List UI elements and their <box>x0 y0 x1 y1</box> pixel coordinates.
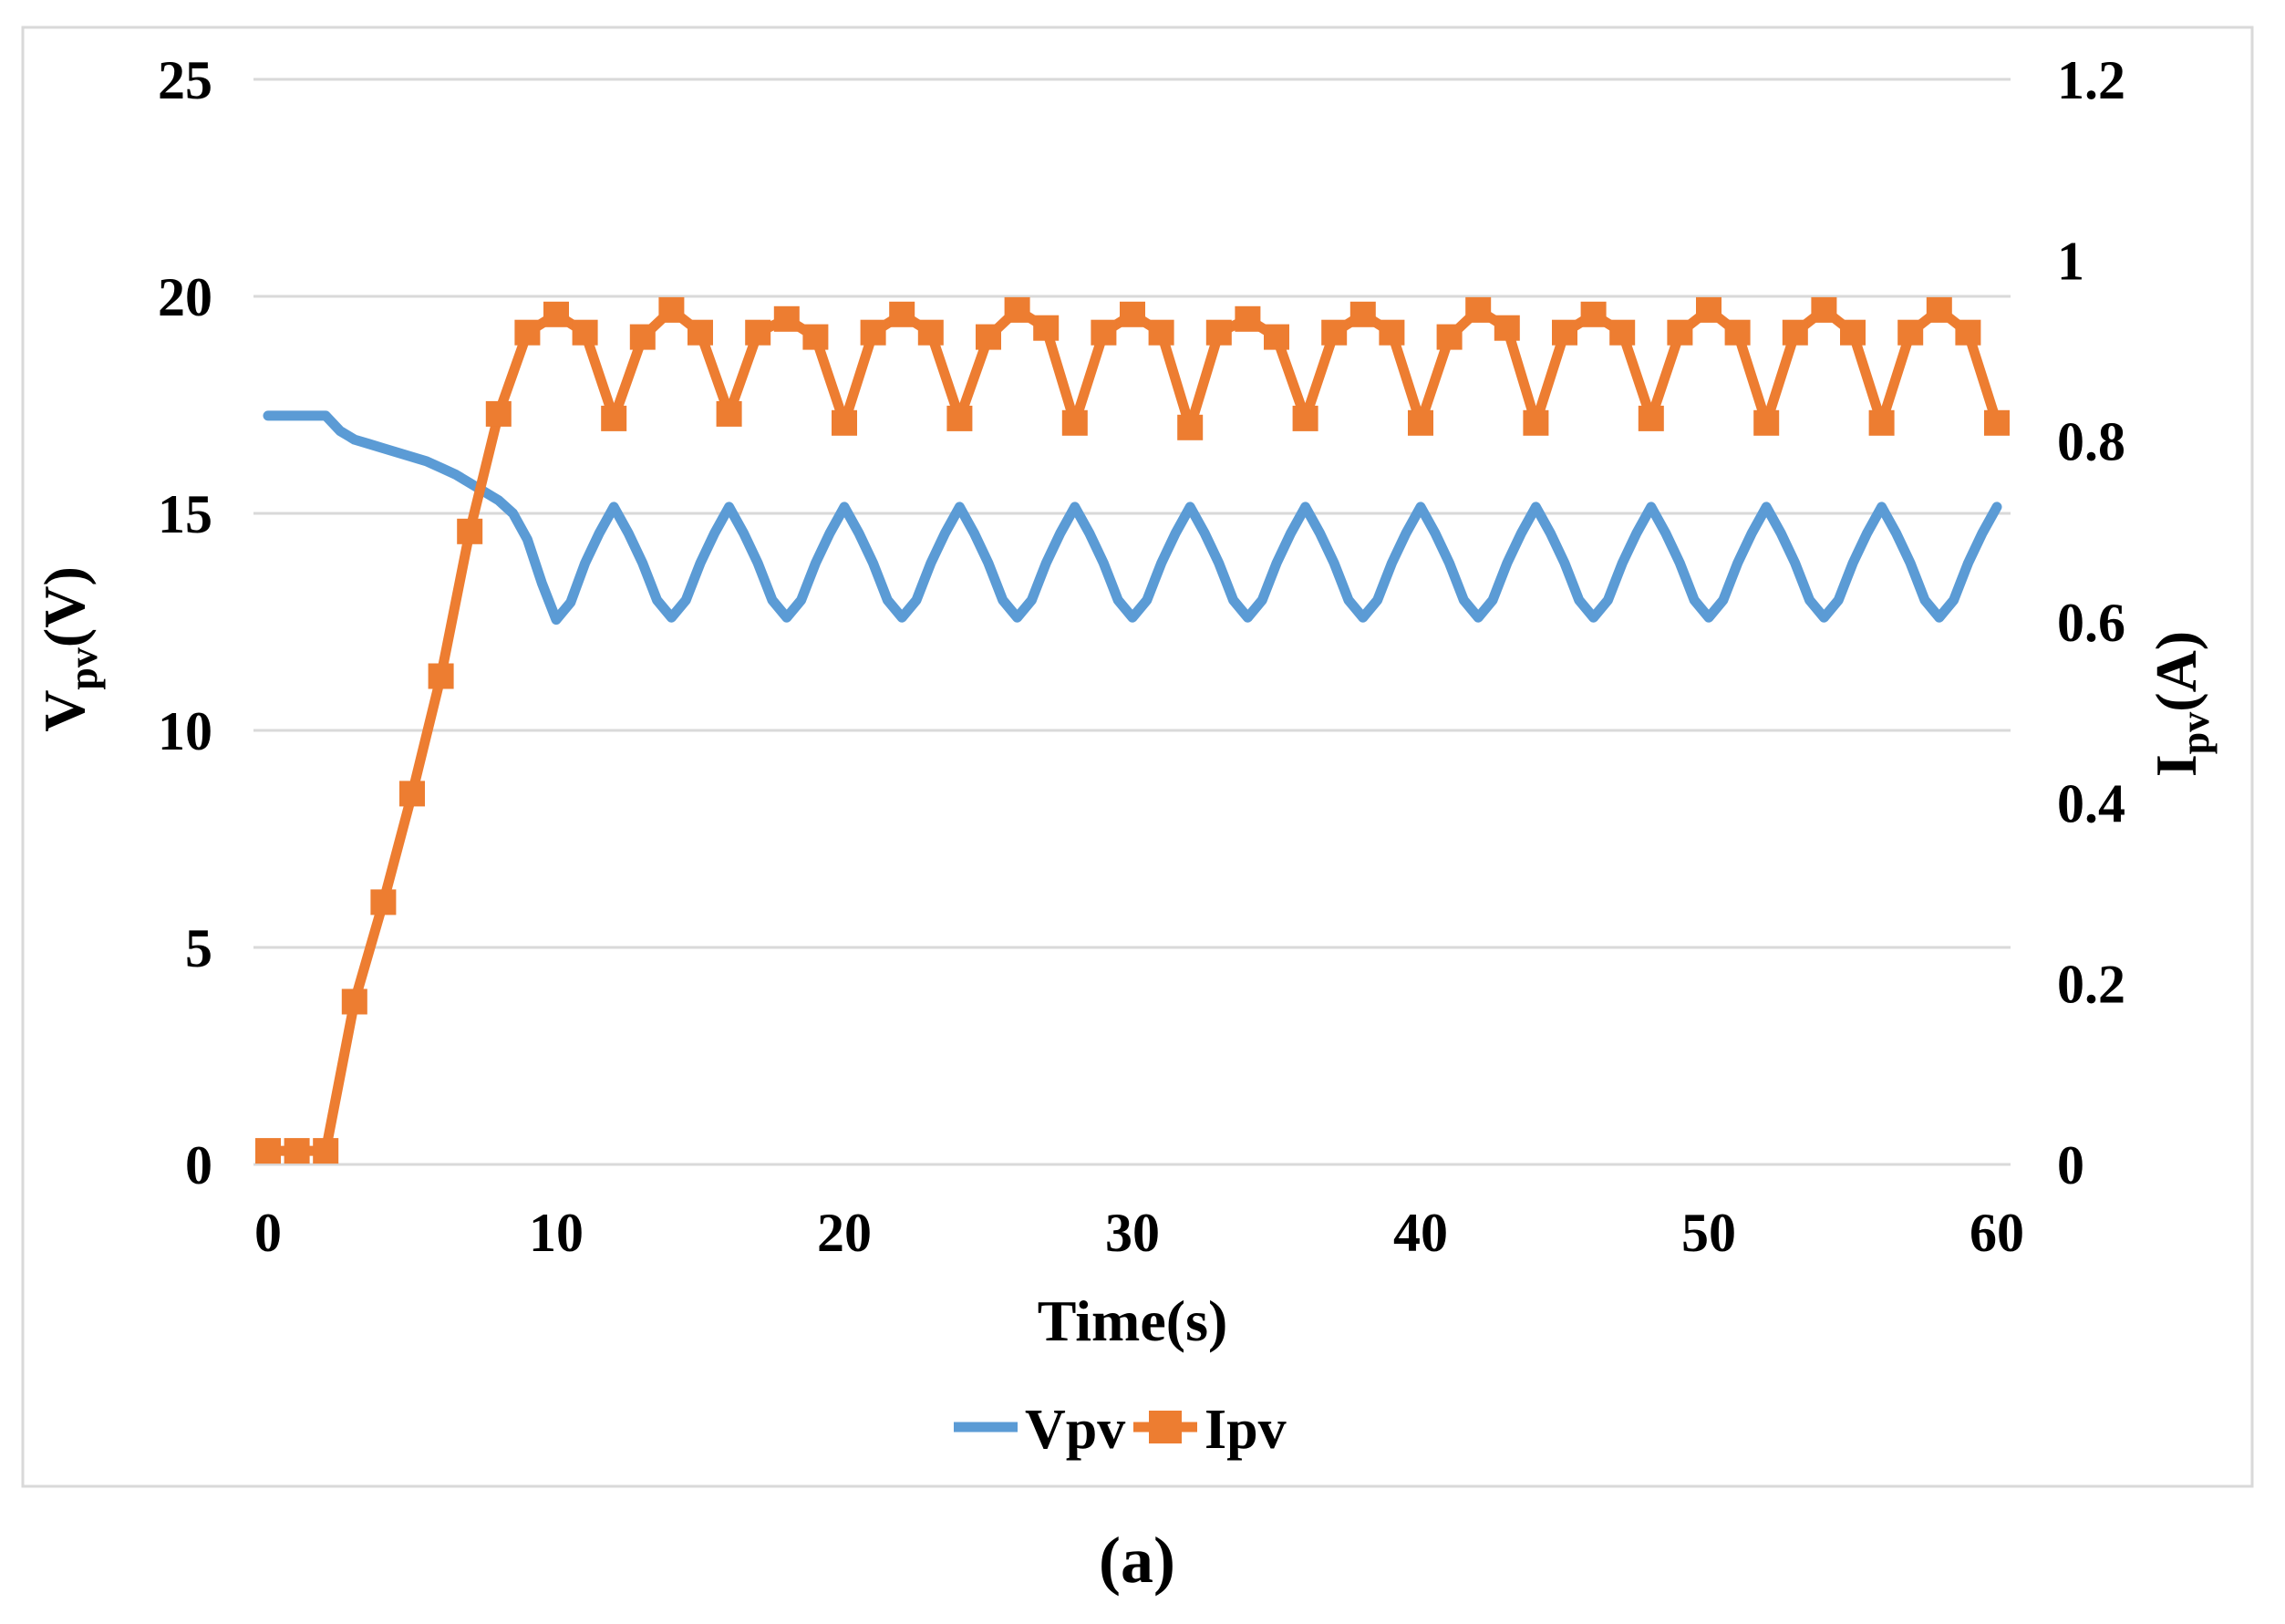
ipv-marker <box>1580 301 1607 327</box>
x-axis-tick-labels: 0 10 20 30 40 50 60 <box>254 1203 2024 1263</box>
ipv-marker <box>1148 319 1174 346</box>
x-tick-label: 60 <box>1970 1203 2024 1263</box>
ipv-marker <box>745 319 771 346</box>
right-tick-label: 0.6 <box>2057 593 2125 653</box>
x-tick-label: 10 <box>529 1203 584 1263</box>
ipv-marker <box>1638 405 1664 431</box>
x-tick-label: 30 <box>1105 1203 1160 1263</box>
ipv-marker <box>802 324 829 350</box>
ipv-marker <box>1984 409 2010 436</box>
ipv-marker <box>1292 405 1318 431</box>
ipv-marker <box>485 400 512 427</box>
ipv-marker <box>1811 296 1837 323</box>
x-tick-label: 20 <box>817 1203 872 1263</box>
ipv-marker <box>917 319 944 346</box>
left-tick-label: 15 <box>158 484 212 544</box>
left-axis-title: Vpv(V) <box>32 566 106 732</box>
left-tick-label: 5 <box>185 918 212 978</box>
legend: Vpv Ipv <box>954 1399 1287 1461</box>
left-tick-label: 25 <box>158 50 212 110</box>
ipv-marker <box>1667 319 1693 346</box>
figure-caption: (a) <box>1099 1524 1175 1597</box>
ipv-marker <box>773 305 800 332</box>
ipv-marker <box>832 409 857 436</box>
ipv-marker <box>572 319 598 346</box>
ipv-marker <box>255 1138 281 1164</box>
right-axis-tick-labels: 0 0.2 0.4 0.6 0.8 1 1.2 <box>2057 50 2125 1195</box>
right-axis-title: Ipv(A) <box>2144 631 2218 777</box>
ipv-marker <box>1897 319 1924 346</box>
ipv-marker <box>976 324 1001 350</box>
right-tick-label: 1.2 <box>2057 50 2125 110</box>
right-tick-label: 0.4 <box>2057 773 2125 833</box>
ipv-marker <box>1061 409 1088 436</box>
x-tick-label: 50 <box>1681 1203 1736 1263</box>
ipv-marker <box>1868 409 1895 436</box>
ipv-marker <box>514 319 541 346</box>
left-axis-tick-labels: 0 5 10 15 20 25 <box>158 50 212 1195</box>
ipv-marker <box>1091 319 1117 346</box>
left-tick-label: 0 <box>185 1135 212 1195</box>
figure-border <box>21 26 2254 1488</box>
right-tick-label: 0.2 <box>2057 955 2125 1015</box>
ipv-marker <box>688 319 713 346</box>
ipv-marker <box>313 1138 339 1164</box>
ipv-marker <box>1465 296 1492 323</box>
gridlines <box>253 78 2011 1166</box>
ipv-marker <box>716 400 742 427</box>
ipv-marker <box>889 301 915 327</box>
ipv-marker <box>1205 319 1232 346</box>
ipv-marker <box>399 781 425 807</box>
x-tick-label: 40 <box>1393 1203 1448 1263</box>
ipv-marker <box>543 301 569 327</box>
ipv-marker <box>1436 324 1463 350</box>
ipv-marker <box>370 889 397 915</box>
right-tick-label: 0.8 <box>2057 412 2125 472</box>
ipv-marker <box>1120 301 1145 327</box>
ipv-marker <box>1177 414 1204 440</box>
ipv-marker <box>428 663 454 689</box>
ipv-marker <box>1004 296 1030 323</box>
ipv-marker <box>1955 319 1981 346</box>
left-tick-label: 10 <box>158 701 212 761</box>
ipv-marker <box>629 324 656 350</box>
ipv-marker <box>284 1138 310 1164</box>
vpv-line <box>263 410 2002 626</box>
ipv-marker <box>1379 319 1405 346</box>
right-tick-label: 0 <box>2057 1135 2084 1195</box>
legend-vpv-label: Vpv <box>1025 1399 1125 1461</box>
ipv-marker <box>1724 319 1751 346</box>
ipv-marker <box>1321 319 1348 346</box>
ipv-marker <box>946 405 973 431</box>
ipv-marker <box>1696 296 1722 323</box>
ipv-marker <box>1753 409 1780 436</box>
ipv-marker <box>1033 315 1060 341</box>
ipv-marker <box>601 405 627 431</box>
ipv-marker <box>341 988 367 1015</box>
ipv-marker <box>1609 319 1636 346</box>
right-tick-label: 1 <box>2057 231 2084 291</box>
ipv-marker <box>1235 305 1261 332</box>
ipv-marker <box>860 319 886 346</box>
ipv-marker <box>1840 319 1866 346</box>
ipv-marker <box>1926 296 1952 323</box>
x-tick-label: 0 <box>254 1203 282 1263</box>
ipv-marker <box>1264 324 1289 350</box>
ipv-marker <box>1494 315 1520 341</box>
legend-ipv-square-marker <box>1149 1411 1182 1443</box>
ipv-marker <box>457 518 483 544</box>
ipv-marker <box>1408 409 1433 436</box>
ipv-marker <box>1523 409 1549 436</box>
left-tick-label: 20 <box>158 267 212 327</box>
series-lines <box>255 296 2010 1164</box>
legend-ipv-label: Ipv <box>1205 1399 1287 1461</box>
x-axis-title: Time(s) <box>1038 1288 1228 1353</box>
ipv-marker <box>658 296 685 323</box>
ipv-marker <box>1552 319 1577 346</box>
ipv-marker <box>1349 301 1376 327</box>
ipv-marker <box>1782 319 1808 346</box>
